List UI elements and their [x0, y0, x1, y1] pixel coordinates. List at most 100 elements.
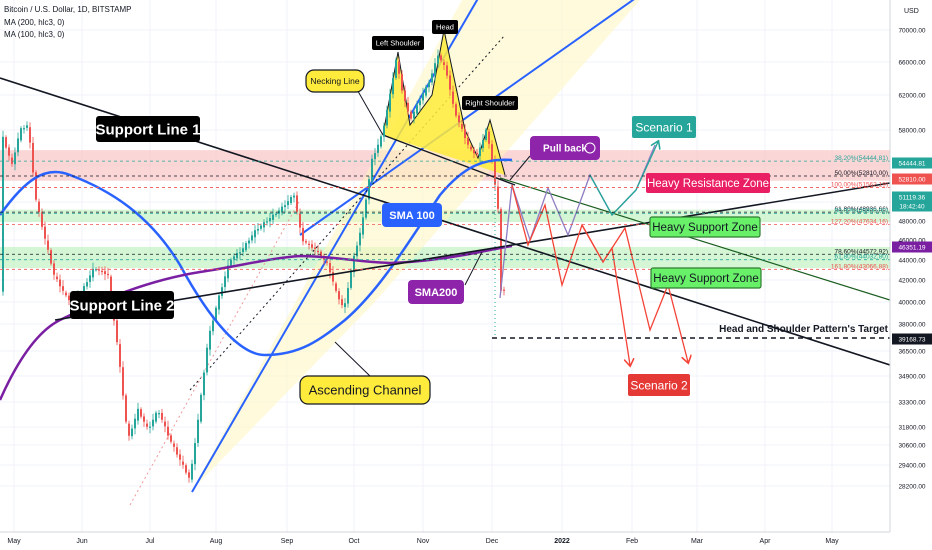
support-line-2-label-box — [70, 291, 174, 319]
candle-body — [332, 272, 334, 282]
candle-body — [83, 286, 85, 295]
left-shoulder-label-box — [372, 36, 424, 50]
candle-body — [395, 59, 397, 78]
support-line-2-label-text: Support Line 2 — [70, 297, 175, 314]
candle-body — [443, 62, 445, 66]
support-line-1-label: Support Line 1 — [96, 116, 201, 142]
price-badge-box — [892, 191, 932, 203]
candle-body — [212, 320, 214, 332]
candle-body — [371, 158, 373, 182]
pullback-label-box — [530, 136, 600, 160]
price-badge-text: 46351.19 — [898, 245, 925, 252]
candle-body — [248, 240, 250, 244]
candle-body — [101, 270, 103, 273]
annotation-labels: Support Line 1 Support Line 2 Necking Line… — [70, 20, 889, 405]
candle-body — [497, 186, 499, 209]
head-and-shoulders-fill — [383, 30, 505, 175]
candle-body — [194, 443, 196, 465]
y-tick-label: 31800.00 — [898, 425, 925, 432]
candle-body — [38, 201, 40, 212]
candle-body — [440, 55, 442, 61]
fib-level-label: 100.00%(51562.19) — [831, 182, 888, 189]
right-shoulder-label: Right Shoulder — [462, 96, 518, 110]
head-label-text: Head — [436, 23, 454, 32]
sma200-label-text: SMA200 — [415, 287, 458, 299]
scenario1-arrow — [589, 142, 658, 217]
price-badge-box — [892, 173, 932, 185]
sma100-label: SMA 100 — [382, 203, 442, 227]
neck-line — [382, 134, 516, 186]
candle-body — [122, 367, 124, 396]
candle-body — [314, 247, 316, 249]
candle-body — [494, 160, 496, 185]
candle-body — [107, 273, 109, 276]
candle-body — [434, 63, 436, 76]
candle-body — [422, 93, 424, 101]
candle-body — [65, 292, 67, 296]
x-tick-label: Sep — [281, 538, 294, 545]
candle-body — [89, 275, 91, 282]
ascending-channel-label: Ascending Channel — [299, 375, 431, 405]
candle-body — [158, 413, 160, 415]
left-shoulder-label-text: Left Shoulder — [376, 39, 421, 48]
heavy-support-zone-label-1-text: Heavy Support Zone — [652, 222, 757, 234]
x-axis: May Jun Jul Aug Sep Oct Nov Dec 2022 Feb Mar Apr May — [0, 531, 932, 550]
candle-body — [140, 409, 142, 417]
left-shoulder-label: Left Shoulder — [372, 36, 424, 50]
candle-body — [470, 146, 472, 150]
necking-line-label-text: Necking Line — [310, 76, 359, 86]
y-tick-label: 58000.00 — [898, 128, 925, 135]
candle-body — [128, 423, 130, 436]
fib-labels: 38.20%(54444.81) 50.00%(52810.00) 100.00%(… — [0, 155, 890, 270]
candle-body — [284, 205, 286, 208]
candle-body — [185, 465, 187, 473]
y-tick-label: 29400.00 — [898, 463, 925, 470]
candle-body — [503, 289, 505, 291]
x-tick-label: Apr — [760, 538, 772, 545]
candle-body — [476, 152, 478, 155]
candle-body — [491, 144, 493, 161]
candle-body — [164, 421, 166, 427]
candle-body — [206, 347, 208, 373]
x-tick-label: Jul — [146, 538, 155, 545]
candle-body — [467, 137, 469, 145]
candle-body — [131, 428, 133, 437]
ascending-channel-label-text: Ascending Channel — [309, 383, 422, 398]
candle-body — [26, 125, 28, 128]
x-tick-label: May — [825, 538, 839, 545]
fib-level-label: 61.80%(44032.80) — [835, 254, 889, 261]
candle-body — [287, 201, 289, 206]
candle-body — [452, 91, 454, 104]
candle-body — [230, 259, 232, 266]
candle-body — [167, 426, 169, 436]
candle-body — [269, 218, 271, 222]
candle-body — [350, 270, 352, 288]
scenario2-arrow-a — [581, 224, 630, 365]
candle-body — [260, 225, 262, 229]
candle-body — [380, 136, 382, 147]
candle-body — [341, 299, 343, 306]
candle-body — [431, 73, 433, 83]
candle-body — [299, 213, 301, 228]
y-tick-label: 48000.00 — [898, 219, 925, 226]
heavy-resistance-zone-label-text: Heavy Resistance Zone — [647, 178, 769, 190]
x-tick-label: Aug — [210, 538, 223, 545]
x-tick-label: Mar — [691, 538, 704, 545]
candle-body — [23, 128, 25, 130]
candle-body — [191, 463, 193, 480]
candle-body — [110, 276, 112, 297]
candle-body — [179, 454, 181, 460]
candle-body — [203, 372, 205, 396]
candle-body — [479, 147, 481, 156]
channel-upper-line — [299, 0, 635, 236]
y-tick-label: 36500.00 — [898, 349, 925, 356]
y-axis-panel — [890, 0, 932, 550]
candle-body — [344, 303, 346, 308]
channel-dotted-guide — [129, 199, 301, 506]
right-shoulder-label-box — [462, 96, 518, 110]
y-axis: 70000.0066000.0062000.0058000.0054000.00… — [889, 0, 932, 550]
candle-body — [335, 283, 337, 291]
chart-symbol-title: Bitcoin / U.S. Dollar, 1D, BITSTAMP — [4, 5, 132, 14]
fib-level-label: 38.20%(54444.81) — [835, 155, 889, 162]
